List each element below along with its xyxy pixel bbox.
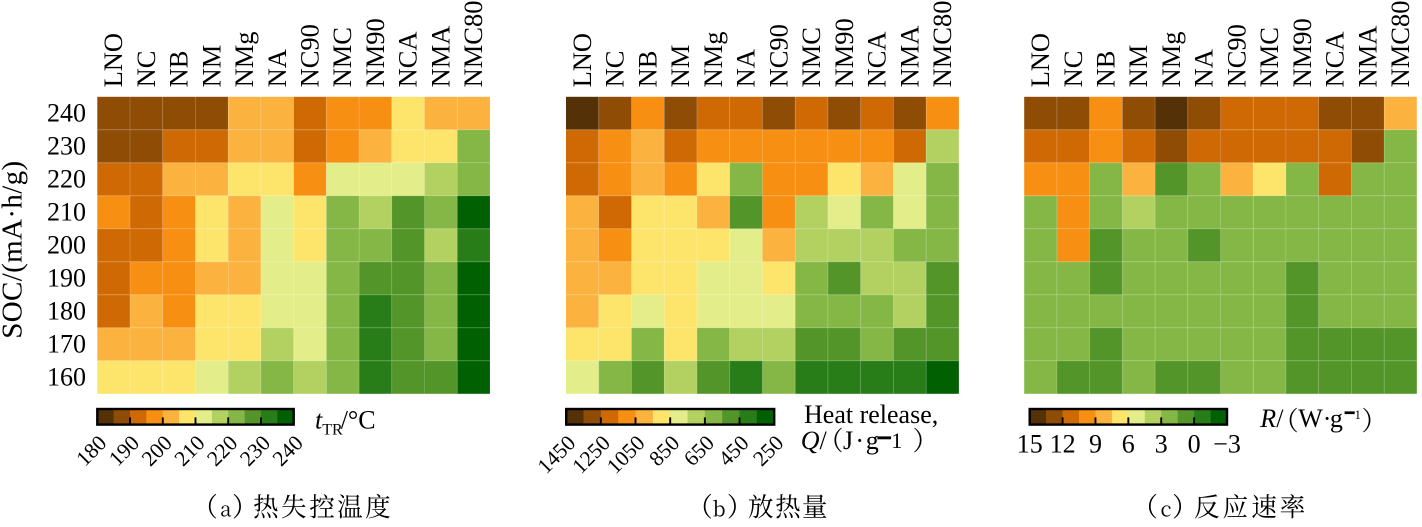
svg-text:NMg: NMg xyxy=(1156,31,1186,87)
svg-text:NMC80: NMC80 xyxy=(458,1,488,88)
svg-text:NMg: NMg xyxy=(698,31,728,87)
svg-text:SOC/(mA·h/g): SOC/(mA·h/g) xyxy=(0,161,29,339)
svg-text:NCA: NCA xyxy=(1320,31,1350,87)
svg-text:LNO: LNO xyxy=(98,33,128,87)
svg-text:15: 15 xyxy=(1017,430,1043,459)
svg-text:0: 0 xyxy=(1188,430,1201,459)
svg-text:1: 1 xyxy=(1355,408,1361,422)
svg-text:NC90: NC90 xyxy=(763,24,793,87)
svg-text:NM90: NM90 xyxy=(1287,18,1317,87)
svg-text:NB: NB xyxy=(1091,51,1121,88)
svg-text:190: 190 xyxy=(47,264,86,293)
svg-text:230: 230 xyxy=(47,132,86,161)
svg-text:NMC80: NMC80 xyxy=(1385,1,1415,88)
svg-text:NB: NB xyxy=(164,51,194,88)
svg-text:R/: R/ xyxy=(1259,404,1284,433)
svg-text:NM: NM xyxy=(665,45,695,88)
svg-text:J·g: J·g xyxy=(843,426,879,455)
svg-text:LNO: LNO xyxy=(567,33,597,87)
svg-text:NC: NC xyxy=(1058,51,1088,88)
svg-text:NCA: NCA xyxy=(862,31,892,87)
svg-text:NM90: NM90 xyxy=(360,18,390,87)
svg-text:220: 220 xyxy=(47,165,86,194)
svg-text:NC: NC xyxy=(600,51,630,88)
svg-text:NM: NM xyxy=(1123,45,1153,88)
svg-text:NMA: NMA xyxy=(425,26,455,88)
svg-text:200: 200 xyxy=(47,231,86,260)
svg-text:NA: NA xyxy=(262,49,292,87)
svg-text:NB: NB xyxy=(632,51,662,88)
svg-text:NM90: NM90 xyxy=(829,18,859,87)
svg-text:NCA: NCA xyxy=(393,31,423,87)
svg-text:NMC: NMC xyxy=(327,27,357,87)
svg-text:9: 9 xyxy=(1089,430,1102,459)
svg-text:−3: −3 xyxy=(1213,430,1241,459)
svg-text:NA: NA xyxy=(731,49,761,87)
svg-text:180: 180 xyxy=(47,297,86,326)
svg-text:12: 12 xyxy=(1050,430,1076,459)
svg-text:160: 160 xyxy=(47,363,86,392)
svg-text:NMA: NMA xyxy=(1352,26,1382,88)
svg-text:1: 1 xyxy=(891,428,902,453)
svg-text:210: 210 xyxy=(47,198,86,227)
svg-text:NMA: NMA xyxy=(894,26,924,88)
svg-text:LNO: LNO xyxy=(1025,33,1055,87)
svg-text:W·g: W·g xyxy=(1298,404,1343,433)
svg-text:tTR/°C: tTR/°C xyxy=(315,406,376,439)
svg-text:3: 3 xyxy=(1155,430,1168,459)
svg-text:Q/: Q/ xyxy=(801,426,828,455)
svg-text:240: 240 xyxy=(47,99,86,128)
svg-text:NC: NC xyxy=(131,51,161,88)
svg-text:NC90: NC90 xyxy=(1221,24,1251,87)
svg-text:NMC80: NMC80 xyxy=(927,1,957,88)
svg-text:NMC: NMC xyxy=(1254,27,1284,87)
svg-text:6: 6 xyxy=(1122,430,1135,459)
svg-text:NMC: NMC xyxy=(796,27,826,87)
svg-text:NA: NA xyxy=(1189,49,1219,87)
svg-text:NC90: NC90 xyxy=(295,24,325,87)
svg-text:170: 170 xyxy=(47,330,86,359)
svg-text:NMg: NMg xyxy=(229,31,259,87)
svg-text:NM: NM xyxy=(196,45,226,88)
svg-text:Heat release,: Heat release, xyxy=(804,400,938,429)
